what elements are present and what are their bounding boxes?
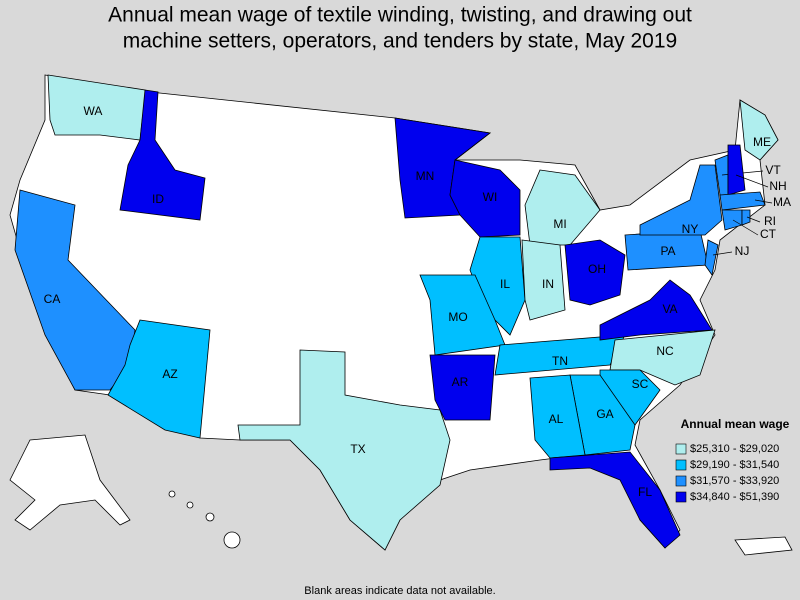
state	[549, 451, 681, 549]
leader-line	[746, 216, 761, 223]
leader-line	[732, 219, 759, 236]
state-label: IL	[500, 277, 510, 291]
state-label: AR	[452, 375, 469, 389]
state-label: WI	[483, 190, 498, 204]
state	[237, 349, 451, 551]
state	[521, 239, 566, 321]
state-label: CA	[44, 292, 61, 306]
leader-line	[735, 174, 769, 188]
state-label: ID	[152, 192, 164, 206]
state-label: WA	[84, 104, 103, 118]
state-label: MO	[448, 310, 467, 324]
state	[564, 239, 626, 306]
state-label: ME	[753, 135, 771, 149]
state	[719, 191, 766, 211]
state	[741, 209, 751, 226]
legend-label: $29,190 - $31,540	[690, 459, 779, 471]
state-label: MA	[773, 195, 791, 209]
state-label: NJ	[735, 244, 750, 258]
legend-swatch	[675, 443, 687, 455]
state	[704, 239, 719, 276]
state-label: AZ	[162, 367, 177, 381]
puerto-rico	[734, 536, 793, 556]
state-label: VT	[765, 163, 781, 177]
title-line: Annual mean wage of textile winding, twi…	[108, 4, 692, 27]
state	[739, 99, 779, 161]
state	[449, 159, 521, 238]
state-label: TX	[350, 442, 365, 456]
state-label: NY	[682, 222, 699, 236]
state-label: PA	[660, 244, 675, 258]
state	[469, 236, 526, 336]
footnote: Blank areas indicate data not available.	[304, 585, 495, 597]
legend-title: Annual mean wage	[681, 417, 790, 431]
state-label: FL	[638, 485, 652, 499]
state	[599, 279, 713, 341]
legend-label: $34,840 - $51,390	[690, 491, 779, 503]
state-label: RI	[764, 214, 776, 228]
state-label: MI	[553, 217, 566, 231]
legend: $25,310 - $29,020 $29,190 - $31,540 $31,57…	[675, 443, 779, 503]
state-label: GA	[596, 407, 613, 421]
state-label: NH	[769, 179, 786, 193]
alaska	[9, 434, 131, 531]
legend-label: $25,310 - $29,020	[690, 443, 779, 455]
state	[721, 209, 743, 231]
state-label: MN	[416, 169, 435, 183]
state-label: NC	[656, 344, 674, 358]
state-label: TN	[552, 354, 568, 368]
leader-line	[712, 251, 733, 256]
leader-line	[754, 199, 773, 204]
legend-swatch	[675, 491, 687, 503]
state-label: VA	[662, 302, 677, 316]
state	[119, 89, 206, 221]
state	[429, 354, 496, 421]
state	[107, 319, 211, 439]
state	[639, 164, 723, 236]
state-label: SC	[632, 377, 649, 391]
hawaii	[168, 490, 241, 549]
state-label: AL	[549, 412, 564, 426]
state-label: IN	[542, 277, 554, 291]
state	[727, 144, 746, 196]
legend-swatch	[675, 475, 687, 487]
legend-label: $31,570 - $33,920	[690, 475, 779, 487]
state-label: CT	[760, 227, 777, 241]
states: WA ID CA AZ TX MN WI MI IL IN OH MO AR TN NC SC GA AL FL VA…	[14, 74, 791, 551]
legend-swatch	[675, 459, 687, 471]
state-label: OH	[588, 262, 606, 276]
state	[494, 334, 626, 376]
title-line: machine setters, operators, and tenders …	[123, 30, 677, 53]
